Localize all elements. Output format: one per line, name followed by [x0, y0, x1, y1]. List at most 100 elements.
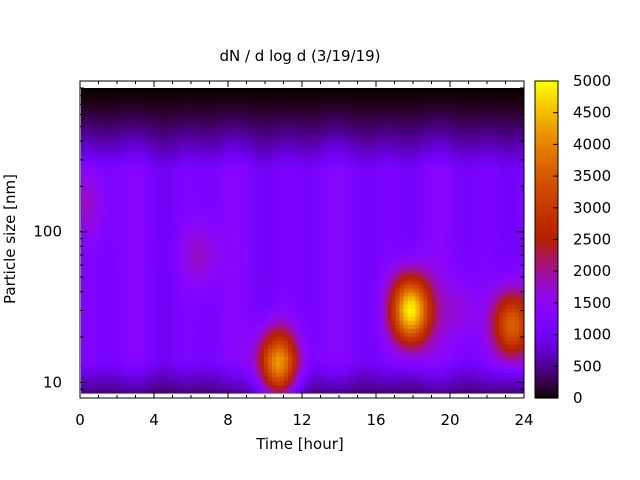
- heatmap-cell: [156, 324, 162, 330]
- heatmap-cell: [220, 212, 225, 218]
- heatmap-cell: [268, 264, 273, 270]
- heatmap-cell: [140, 188, 146, 193]
- heatmap-cell: [160, 232, 166, 238]
- heatmap-cell: [176, 372, 182, 378]
- heatmap-cell: [184, 124, 190, 129]
- heatmap-cell: [252, 124, 257, 129]
- heatmap-cell: [220, 208, 225, 213]
- heatmap-cell: [204, 204, 210, 209]
- heatmap-cell: [236, 320, 241, 326]
- heatmap-cell: [268, 300, 273, 306]
- heatmap-cell: [284, 172, 289, 177]
- heatmap-cell: [300, 380, 305, 386]
- heatmap-cell: [81, 272, 86, 278]
- heatmap-cell: [252, 352, 257, 358]
- heatmap-cell: [323, 232, 329, 238]
- heatmap-cell: [224, 92, 229, 97]
- heatmap-cell: [315, 236, 321, 242]
- heatmap-cell: [196, 92, 202, 97]
- heatmap-cell: [176, 348, 182, 354]
- heatmap-cell: [188, 388, 194, 394]
- heatmap-cell: [176, 160, 182, 165]
- heatmap-cell: [192, 336, 198, 342]
- heatmap-cell: [307, 192, 313, 197]
- heatmap-cell: [184, 364, 190, 370]
- heatmap-cell: [148, 232, 154, 238]
- heatmap-cell: [244, 184, 249, 189]
- heatmap-cell: [188, 136, 194, 141]
- heatmap-cell: [339, 304, 345, 310]
- heatmap-cell: [140, 260, 146, 266]
- heatmap-cell: [307, 312, 313, 318]
- heatmap-cell: [152, 304, 158, 310]
- heatmap-cell: [248, 140, 253, 145]
- heatmap-cell: [84, 104, 90, 109]
- heatmap-cell: [81, 248, 86, 254]
- heatmap-cell: [96, 132, 102, 137]
- heatmap-cell: [184, 312, 190, 318]
- heatmap-cell: [164, 120, 170, 125]
- heatmap-cell: [276, 120, 281, 125]
- heatmap-cell: [84, 220, 90, 226]
- heatmap-cell: [188, 176, 194, 181]
- heatmap-cell: [216, 332, 221, 338]
- heatmap-cell: [84, 176, 90, 181]
- heatmap-cell: [307, 280, 313, 286]
- heatmap-cell: [264, 368, 269, 374]
- heatmap-cell: [184, 240, 190, 246]
- heatmap-cell: [248, 288, 253, 294]
- heatmap-cell: [303, 176, 309, 181]
- heatmap-cell: [264, 264, 269, 270]
- heatmap-cell: [220, 272, 225, 278]
- heatmap-cell: [276, 100, 281, 105]
- heatmap-cell: [220, 140, 225, 145]
- heatmap-cell: [116, 292, 122, 298]
- heatmap-cell: [96, 260, 102, 266]
- heatmap-cell: [152, 384, 158, 390]
- heatmap-cell: [300, 264, 305, 270]
- heatmap-cell: [216, 116, 221, 121]
- heatmap-cell: [81, 104, 86, 109]
- heatmap-cell: [81, 232, 86, 238]
- heatmap-cell: [136, 332, 142, 338]
- heatmap-cell: [84, 120, 90, 125]
- heatmap-cell: [88, 372, 94, 378]
- heatmap-cell: [136, 172, 142, 177]
- heatmap-cell: [284, 308, 289, 314]
- heatmap-cell: [276, 164, 281, 169]
- heatmap-cell: [296, 348, 301, 354]
- heatmap-cell: [268, 368, 273, 374]
- heatmap-cell: [152, 144, 158, 149]
- heatmap-cell: [148, 388, 154, 394]
- heatmap-cell: [168, 204, 174, 209]
- heatmap-cell: [81, 304, 86, 310]
- heatmap-cell: [296, 96, 301, 101]
- heatmap-cell: [180, 384, 186, 390]
- heatmap-cell: [339, 296, 345, 302]
- heatmap-cell: [96, 164, 102, 169]
- heatmap-cell: [200, 196, 206, 201]
- heatmap-cell: [120, 324, 126, 330]
- heatmap-cell: [144, 112, 150, 117]
- heatmap-cell: [128, 272, 134, 278]
- heatmap-cell: [140, 344, 146, 350]
- heatmap-cell: [220, 96, 225, 101]
- heatmap-cell: [132, 156, 138, 161]
- heatmap-cell: [280, 104, 285, 109]
- heatmap-cell: [188, 324, 194, 330]
- heatmap-cell: [128, 168, 134, 173]
- heatmap-cell: [224, 260, 229, 266]
- heatmap-cell: [116, 344, 122, 350]
- heatmap-cell: [96, 304, 102, 310]
- heatmap-cell: [256, 312, 261, 318]
- heatmap-cell: [300, 248, 305, 254]
- heatmap-cell: [100, 140, 106, 145]
- heatmap-cell: [284, 244, 289, 250]
- heatmap-cell: [323, 196, 329, 201]
- heatmap-cell: [148, 88, 154, 93]
- heatmap-cell: [156, 132, 162, 137]
- heatmap-cell: [84, 232, 90, 238]
- heatmap-cell: [196, 156, 202, 161]
- heatmap-cell: [184, 248, 190, 254]
